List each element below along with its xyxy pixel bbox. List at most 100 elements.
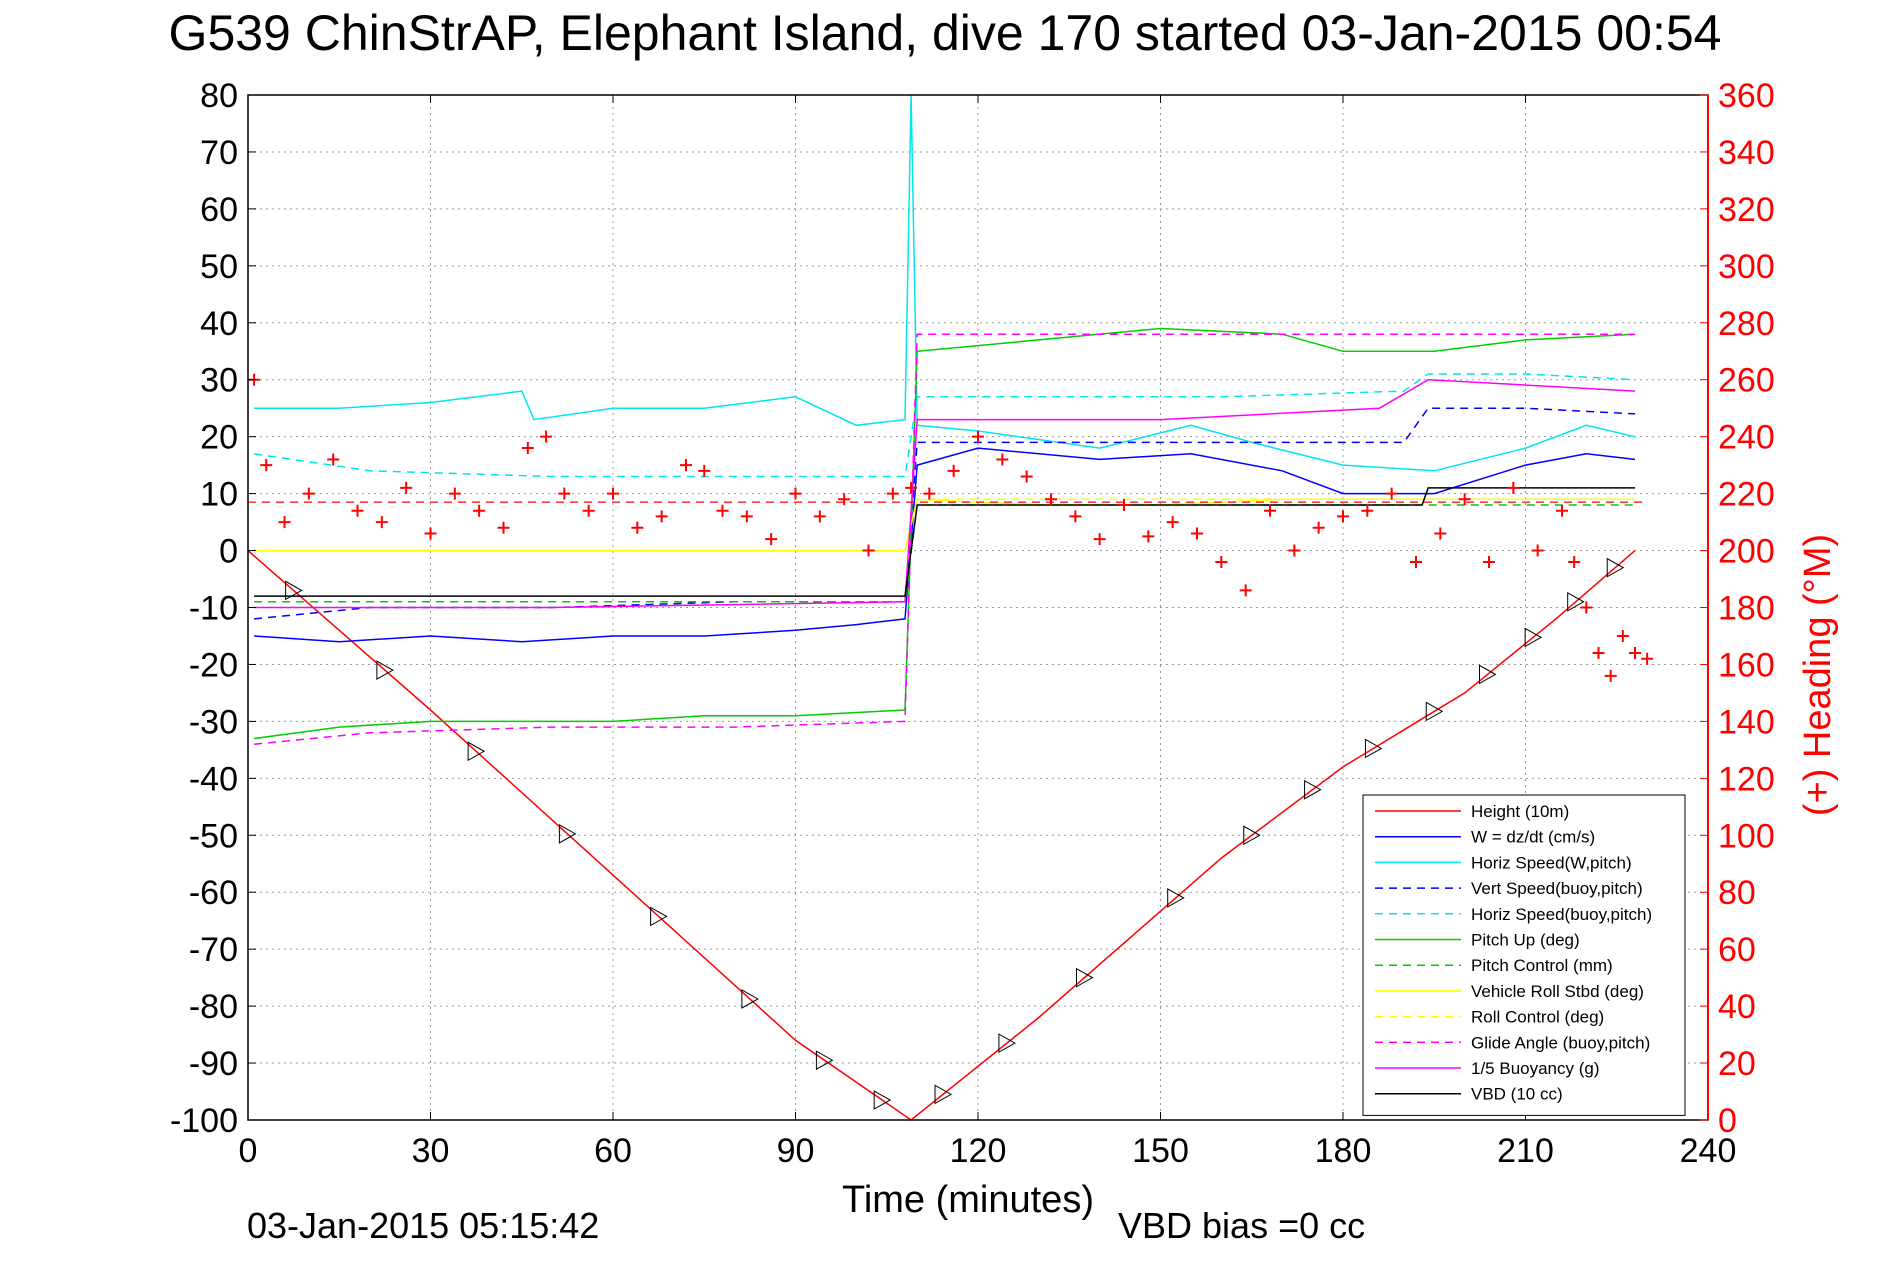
series-line-4 [253,373,1636,478]
right-tick-label: 0 [1718,1102,1737,1140]
heading-point [375,516,388,529]
legend-entry-label: Roll Control (deg) [1471,1008,1604,1027]
series-layer [247,94,1654,1121]
heading-point [923,487,936,500]
right-tick-label: 180 [1718,590,1775,628]
series-line-3 [254,407,1636,620]
left-tick-label: -80 [189,988,238,1026]
heading-point [278,516,291,529]
height-marker [285,580,303,601]
legend-entry-label: Glide Angle (buoy,pitch) [1471,1033,1650,1052]
x-tick-label: 210 [1497,1132,1554,1170]
right-tick-label: 40 [1718,988,1756,1026]
height-marker [998,1033,1016,1053]
height-marker [376,660,394,680]
heading-point [1641,652,1654,665]
heading-point [740,510,753,523]
heading-point [1385,487,1398,500]
x-tick-label: 90 [777,1132,815,1170]
series-line-10 [254,378,1636,609]
heading-point [540,430,553,443]
heading-point [886,487,899,500]
height-marker [1075,967,1094,988]
heading-point [996,453,1009,466]
heading-point [1069,510,1082,523]
heading-point [1166,516,1179,529]
legend-entry-label: Vert Speed(buoy,pitch) [1471,879,1643,898]
heading-point [1629,647,1641,660]
x-tick-label: 180 [1315,1132,1372,1170]
right-axis-label: (+) Heading (°M) [1797,534,1839,816]
vbd-bias-footer: VBD bias =0 cc [1118,1205,1365,1246]
left-tick-label: -90 [189,1045,238,1083]
height-marker [873,1090,892,1110]
heading-point [1434,527,1447,540]
heading-point [1020,470,1033,483]
x-tick-label: 30 [412,1132,450,1170]
heading-point [698,464,711,477]
height-marker [1243,825,1261,846]
left-tick-label: 20 [200,419,238,457]
right-tick-label: 20 [1718,1045,1756,1083]
right-tick-label: 140 [1718,703,1775,741]
heading-point [1580,601,1593,614]
right-tick-label: 200 [1718,533,1775,571]
heading-point [327,453,340,466]
heading-point [351,504,364,517]
heading-point [1616,629,1629,642]
height-marker [1425,701,1444,722]
right-tick-label: 260 [1718,362,1775,400]
height-marker [1567,591,1585,612]
heading-point [1458,493,1471,506]
left-tick-label: -20 [189,646,238,684]
left-tick-label: 10 [200,476,238,514]
left-tick-label: -100 [170,1102,238,1140]
right-tick-label: 100 [1718,817,1775,855]
heading-point [1288,544,1301,557]
heading-point [631,521,644,534]
legend: Height (10m) W = dz/dt (cm/s) Horiz Speed(… [1362,794,1686,1116]
heading-point [1045,493,1057,506]
left-tick-label: 0 [219,533,238,571]
heading-point [1568,555,1581,568]
heading-point [1191,527,1203,540]
heading-point [1118,499,1130,511]
legend-entry-label: VBD (10 cc) [1471,1085,1563,1104]
legend-entry-label: Vehicle Roll Stbd (deg) [1471,982,1644,1001]
heading-point [813,510,826,523]
heading-point [582,504,595,517]
heading-point [1215,555,1228,568]
height-marker [1364,738,1383,759]
x-tick-label: 150 [1132,1132,1189,1170]
heading-point [448,487,461,500]
legend-entry-label: W = dz/dt (cm/s) [1471,828,1595,847]
left-tick-label: -40 [189,760,238,798]
heading-point [1361,504,1374,517]
heading-point [497,521,510,534]
heading-point [302,487,315,500]
height-marker [650,906,668,927]
heading-point [558,487,571,500]
x-axis-label: Time (minutes) [842,1179,1094,1221]
x-tick-label: 0 [239,1132,258,1170]
series-line-11 [254,487,1635,597]
series-line-9 [254,333,1635,745]
heading-point [1142,530,1155,543]
height-marker [1606,557,1625,578]
x-tick-label: 120 [950,1132,1007,1170]
heading-point [473,504,486,517]
right-tick-label: 360 [1718,77,1775,115]
heading-point [1410,555,1422,568]
heading-point [1592,647,1605,660]
right-tick-label: 300 [1718,248,1775,286]
heading-point [1483,555,1495,568]
series-line-8 [254,498,1635,552]
height-marker [1167,888,1185,908]
heading-point [905,481,918,494]
heading-point [655,510,668,523]
height-marker [1478,664,1497,685]
heading-point [1531,544,1544,557]
left-tick-label: -50 [189,817,238,855]
heading-point [607,487,619,500]
